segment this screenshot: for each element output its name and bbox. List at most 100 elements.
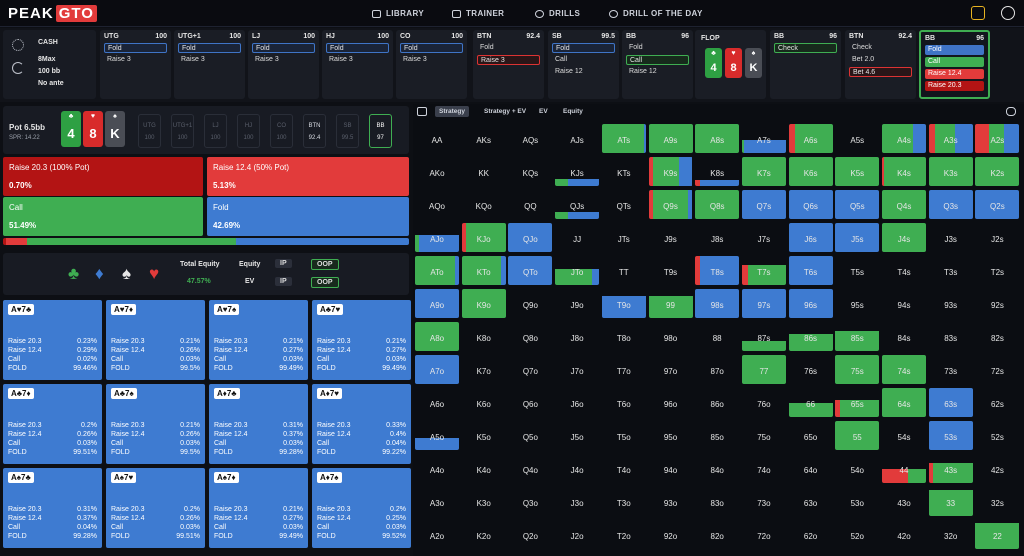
position-bb[interactable]: BB 96 Check <box>770 30 841 99</box>
hand-cell[interactable]: KQo <box>462 190 506 219</box>
combo-card[interactable]: A♥7♦ Raise 20.3 0.21% Raise 12.4 0.26% Call 0.… <box>106 300 205 380</box>
hand-cell[interactable]: AJs <box>555 124 599 153</box>
hand-cell[interactable]: K7o <box>462 355 506 384</box>
hand-cell[interactable]: Q7o <box>508 355 552 384</box>
hand-cell[interactable]: A7s <box>741 124 786 153</box>
position-co[interactable]: CO 100 Fold Raise 3 <box>396 30 467 99</box>
hand-cell[interactable]: A5s <box>835 124 879 153</box>
position-action[interactable]: Fold <box>400 43 463 53</box>
hand-cell[interactable]: Q9s <box>648 190 693 219</box>
position-action[interactable]: Bet 2.0 <box>852 56 875 63</box>
hand-cell[interactable]: Q2s <box>975 190 1020 219</box>
hand-cell[interactable]: AQs <box>508 124 552 153</box>
hand-cell[interactable]: TT <box>602 256 646 285</box>
hand-cell[interactable]: A8s <box>695 124 740 153</box>
position-btn[interactable]: BTN 92.4 Fold Raise 3 <box>473 30 544 99</box>
equity-oop-toggle[interactable]: OOP <box>311 259 339 270</box>
position-action[interactable]: Raise 3 <box>181 56 205 63</box>
hand-cell[interactable]: 73s <box>929 355 973 384</box>
position-action[interactable]: Fold <box>326 43 389 53</box>
hand-cell[interactable]: K5o <box>462 421 506 450</box>
hand-cell[interactable]: T7o <box>602 355 646 384</box>
hand-cell[interactable]: 97o <box>649 355 693 384</box>
hand-cell[interactable]: T7s <box>741 256 786 285</box>
hand-cell[interactable]: K8s <box>695 157 740 186</box>
position-utg[interactable]: UTG 100 Fold Raise 3 <box>100 30 171 99</box>
hand-cell[interactable]: Q6o <box>508 388 552 417</box>
hand-cell[interactable]: 52o <box>835 520 879 549</box>
hand-cell[interactable]: Q5o <box>508 421 552 450</box>
hand-cell[interactable]: A2s <box>975 124 1020 153</box>
hand-cell[interactable]: 62o <box>789 520 833 549</box>
hand-cell[interactable]: K4o <box>462 454 506 483</box>
hand-cell[interactable]: 63o <box>789 487 833 516</box>
seat-btn[interactable]: BTN 92.4 <box>303 114 326 148</box>
hand-cell[interactable]: 43o <box>882 487 926 516</box>
seat-hj[interactable]: HJ 100 <box>237 114 260 148</box>
hand-cell[interactable]: A6o <box>415 388 459 417</box>
position-action[interactable]: Raise 12 <box>555 68 583 75</box>
hand-cell[interactable]: 72s <box>975 355 1019 384</box>
combo-card[interactable]: A♥7♣ Raise 20.3 0.23% Raise 12.4 0.29% Call 0.… <box>3 300 102 380</box>
hand-cell[interactable]: J8o <box>555 322 599 351</box>
combo-card[interactable]: A♠7♥ Raise 20.3 0.2% Raise 12.4 0.26% Call 0.0… <box>106 468 205 548</box>
hand-cell[interactable]: 65o <box>789 421 833 450</box>
hand-cell[interactable]: K8o <box>462 322 506 351</box>
hand-cell[interactable]: J7s <box>742 223 786 252</box>
hand-cell[interactable]: 98o <box>649 322 693 351</box>
seat-utg[interactable]: UTG 100 <box>138 114 161 148</box>
hand-cell[interactable]: 54o <box>835 454 879 483</box>
hand-cell[interactable]: J6o <box>555 388 599 417</box>
position-action[interactable]: Raise 12 <box>629 68 657 75</box>
hand-cell[interactable]: 32o <box>929 520 973 549</box>
gamepad-icon[interactable] <box>1006 107 1016 116</box>
hand-cell[interactable]: T6o <box>602 388 646 417</box>
hand-cell[interactable]: 74o <box>742 454 786 483</box>
hand-cell[interactable]: 44 <box>882 454 926 483</box>
hand-cell[interactable]: 33 <box>928 487 973 516</box>
suit-filter-spades-icon[interactable]: ♠ <box>122 264 132 283</box>
hand-cell[interactable]: KQs <box>508 157 552 186</box>
hand-cell[interactable]: 74s <box>882 355 926 384</box>
hand-cell[interactable]: T9s <box>649 256 693 285</box>
hand-cell[interactable]: 95o <box>649 421 693 450</box>
position-action[interactable]: Fold <box>629 44 643 51</box>
hand-cell[interactable]: T8o <box>602 322 646 351</box>
hand-cell[interactable]: T6s <box>788 256 833 285</box>
hand-cell[interactable]: Q8o <box>508 322 552 351</box>
suit-filter-diamonds-icon[interactable]: ♦ <box>95 264 104 283</box>
hand-cell[interactable]: 93s <box>929 289 973 318</box>
hand-cell[interactable]: 93o <box>649 487 693 516</box>
hand-cell[interactable]: J3o <box>555 487 599 516</box>
hand-cell[interactable]: 75o <box>742 421 786 450</box>
hand-cell[interactable]: 73o <box>742 487 786 516</box>
hand-cell[interactable]: 86o <box>695 388 739 417</box>
position-action[interactable]: Call <box>555 56 568 63</box>
hand-cell[interactable]: J6s <box>788 223 833 252</box>
hand-cell[interactable]: 94s <box>882 289 926 318</box>
hand-cell[interactable]: 42s <box>975 454 1019 483</box>
hand-cell[interactable]: 84s <box>882 322 926 351</box>
hand-cell[interactable]: A2o <box>415 520 459 549</box>
equity-ip-toggle[interactable]: IP <box>275 259 292 268</box>
ev-ip-toggle[interactable]: IP <box>275 277 292 286</box>
hand-cell[interactable]: 82s <box>975 322 1019 351</box>
hand-cell[interactable]: J4s <box>882 223 926 252</box>
hand-cell[interactable]: 96s <box>788 289 833 318</box>
hand-cell[interactable]: KJs <box>555 157 600 186</box>
hand-cell[interactable]: 82o <box>695 520 739 549</box>
table-view-icon[interactable] <box>417 107 427 116</box>
hand-cell[interactable]: A5o <box>415 421 459 450</box>
hand-cell[interactable]: J9s <box>649 223 693 252</box>
hand-cell[interactable]: 43s <box>928 454 973 483</box>
hand-cell[interactable]: T5s <box>835 256 879 285</box>
hand-cell[interactable]: 42o <box>882 520 926 549</box>
gear-icon[interactable] <box>12 39 24 51</box>
hand-cell[interactable]: A7o <box>415 355 459 384</box>
position-action[interactable]: Fold <box>104 43 167 53</box>
nav-library[interactable]: LIBRARY <box>372 9 424 18</box>
hand-cell[interactable]: Q9o <box>508 289 552 318</box>
position-action[interactable]: Raise 3 <box>107 56 131 63</box>
active-action[interactable]: Raise 12.4 <box>925 69 984 79</box>
hand-cell[interactable]: J8s <box>695 223 739 252</box>
